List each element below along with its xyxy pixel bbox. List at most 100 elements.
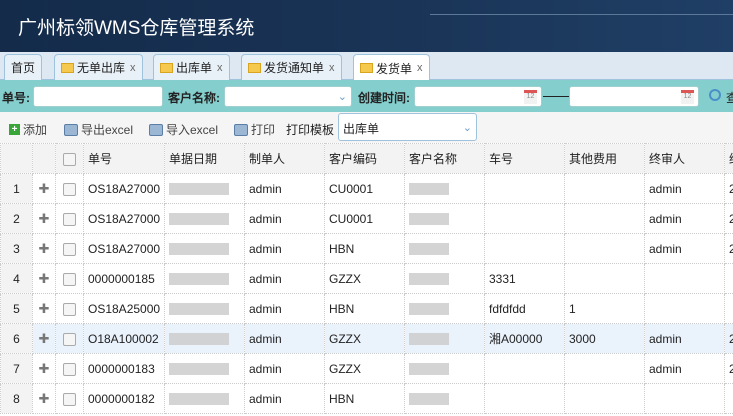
- expand-icon[interactable]: ✚: [32, 173, 56, 204]
- col-auditor[interactable]: 终审人: [644, 143, 725, 174]
- customer-label: 客户名称:: [168, 91, 220, 105]
- folder-icon: [360, 63, 373, 73]
- cell-plate: [484, 353, 565, 384]
- cell-customer-code: GZZX: [324, 353, 405, 384]
- table-row[interactable]: 3 ✚ OS18A27000 admin HBN admin 2: [0, 233, 733, 264]
- cell-customer-name-redacted: [404, 203, 485, 234]
- cell-auditor: [644, 263, 725, 294]
- cell-creator: admin: [244, 203, 325, 234]
- cell-date-redacted: [164, 233, 245, 264]
- table-row[interactable]: 2 ✚ OS18A27000 admin CU0001 admin 2: [0, 203, 733, 234]
- tab-no-order-outbound[interactable]: 无单出库 x: [54, 54, 143, 80]
- cell-plate: 3331: [484, 263, 565, 294]
- expand-icon[interactable]: ✚: [32, 293, 56, 324]
- date-from-input[interactable]: 12: [414, 86, 542, 107]
- close-icon[interactable]: x: [329, 61, 335, 74]
- import-label: 导入excel: [166, 123, 219, 137]
- tab-outbound-order[interactable]: 出库单 x: [153, 54, 230, 80]
- table-row[interactable]: 7 ✚ 0000000183 admin GZZX admin 2: [0, 353, 733, 384]
- cell-other-fee: [564, 263, 645, 294]
- row-checkbox[interactable]: [55, 353, 84, 384]
- expand-icon[interactable]: ✚: [32, 353, 56, 384]
- cell-creator: admin: [244, 323, 325, 354]
- expand-icon[interactable]: ✚: [32, 323, 56, 354]
- col-order-no[interactable]: 单号: [83, 143, 165, 174]
- close-icon[interactable]: x: [130, 61, 136, 74]
- row-checkbox[interactable]: [55, 383, 84, 414]
- chevron-down-icon: ⌄: [337, 91, 347, 103]
- tab-label: 首页: [11, 61, 36, 75]
- expand-icon[interactable]: ✚: [32, 233, 56, 264]
- import-excel-button[interactable]: 导入excel: [149, 121, 218, 138]
- print-label: 打印: [251, 123, 276, 137]
- date-to-input[interactable]: 12: [569, 86, 699, 107]
- search-bar: 单号: 客户名称: ⌄ 创建时间: 12 12 查: [0, 80, 733, 112]
- expand-icon[interactable]: ✚: [32, 263, 56, 294]
- row-checkbox[interactable]: [55, 323, 84, 354]
- tab-home[interactable]: 首页: [4, 54, 43, 80]
- cell-plate: [484, 203, 565, 234]
- cell-customer-code: HBN: [324, 383, 405, 414]
- close-icon[interactable]: x: [417, 62, 423, 74]
- cell-customer-name-redacted: [404, 173, 485, 204]
- table-row[interactable]: 6 ✚ O18A100002 admin GZZX 湘A00000 3000 a…: [0, 323, 733, 354]
- cell-other-fee: 1: [564, 293, 645, 324]
- printer-icon: [64, 123, 78, 136]
- cell-customer-code: CU0001: [324, 203, 405, 234]
- row-checkbox[interactable]: [55, 293, 84, 324]
- close-icon[interactable]: x: [217, 61, 223, 74]
- col-date[interactable]: 单据日期: [164, 143, 245, 174]
- cell-creator: admin: [244, 383, 325, 414]
- table-row[interactable]: 1 ✚ OS18A27000 admin CU0001 admin 2: [0, 173, 733, 204]
- row-checkbox[interactable]: [55, 233, 84, 264]
- tab-label: 发货单: [376, 61, 413, 76]
- cell-order-no: 0000000183: [83, 353, 165, 384]
- export-excel-button[interactable]: 导出excel: [64, 121, 133, 138]
- row-number: 5: [0, 293, 33, 324]
- tab-shipping-notice[interactable]: 发货通知单 x: [241, 54, 342, 80]
- row-number: 1: [0, 173, 33, 204]
- date-range-separator: [543, 96, 569, 97]
- cell-other-fee: 3000: [564, 323, 645, 354]
- cell-auditor: [644, 383, 725, 414]
- add-button[interactable]: + 添加: [9, 121, 47, 138]
- row-checkbox[interactable]: [55, 263, 84, 294]
- cell-date-redacted: [164, 293, 245, 324]
- expand-icon[interactable]: ✚: [32, 383, 56, 414]
- print-button[interactable]: 打印: [234, 121, 275, 138]
- table-header: 单号 单据日期 制单人 客户编码 客户名称 车号 其他费用 终审人 终: [0, 143, 733, 174]
- row-checkbox[interactable]: [55, 203, 84, 234]
- cell-other-fee: [564, 203, 645, 234]
- shipping-order-table: 单号 单据日期 制单人 客户编码 客户名称 车号 其他费用 终审人 终 1 ✚ …: [0, 143, 733, 414]
- print-template-select[interactable]: 出库单 ⌄: [338, 113, 477, 141]
- table-row[interactable]: 8 ✚ 0000000182 admin HBN: [0, 383, 733, 414]
- calendar-icon[interactable]: 12: [681, 90, 694, 104]
- customer-select[interactable]: ⌄: [224, 86, 352, 107]
- row-number: 4: [0, 263, 33, 294]
- cell-other-fee: [564, 233, 645, 264]
- cell-other-fee: [564, 173, 645, 204]
- tab-label: 发货通知单: [264, 61, 325, 75]
- order-no-label: 单号:: [2, 91, 30, 105]
- col-customer-code[interactable]: 客户编码: [324, 143, 405, 174]
- printer-icon: [149, 123, 163, 136]
- col-creator[interactable]: 制单人: [244, 143, 325, 174]
- cell-customer-name-redacted: [404, 233, 485, 264]
- expand-icon[interactable]: ✚: [32, 203, 56, 234]
- cell-customer-code: HBN: [324, 293, 405, 324]
- select-all-checkbox[interactable]: [55, 143, 84, 174]
- table-row[interactable]: 4 ✚ 0000000185 admin GZZX 3331: [0, 263, 733, 294]
- search-button[interactable]: 查: [726, 91, 733, 105]
- tab-shipping-order[interactable]: 发货单 x: [353, 54, 430, 81]
- row-checkbox[interactable]: [55, 173, 84, 204]
- col-other-fee[interactable]: 其他费用: [564, 143, 645, 174]
- cell-other-fee: [564, 353, 645, 384]
- col-customer-name[interactable]: 客户名称: [404, 143, 485, 174]
- table-row[interactable]: 5 ✚ OS18A25000 admin HBN fdfdfdd 1: [0, 293, 733, 324]
- order-no-input[interactable]: [33, 86, 163, 107]
- search-icon[interactable]: [709, 89, 721, 101]
- col-final[interactable]: 终: [724, 143, 733, 174]
- calendar-icon[interactable]: 12: [524, 90, 537, 104]
- col-plate[interactable]: 车号: [484, 143, 565, 174]
- cell-final: [724, 293, 733, 324]
